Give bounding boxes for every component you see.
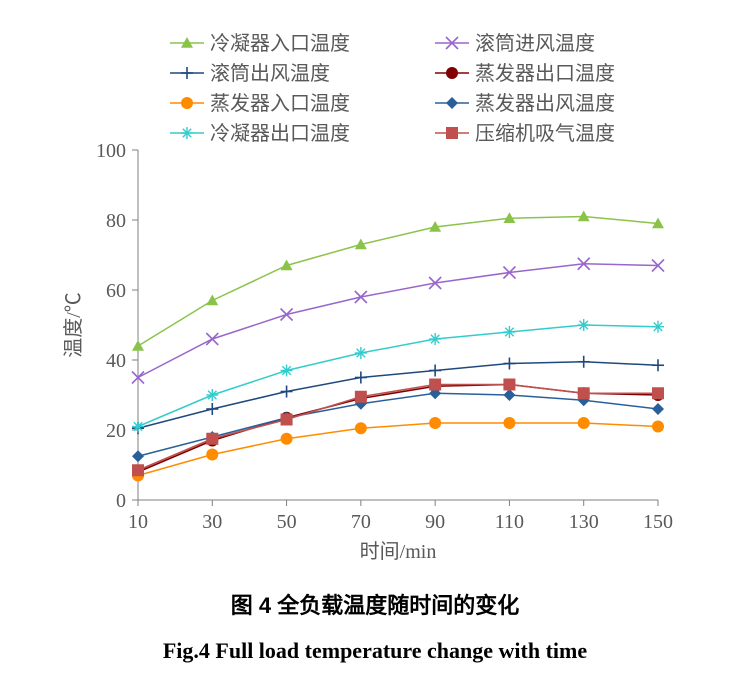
svg-text:40: 40 xyxy=(106,350,126,372)
svg-text:压缩机吸气温度: 压缩机吸气温度 xyxy=(475,122,615,145)
svg-text:80: 80 xyxy=(106,210,126,232)
svg-text:90: 90 xyxy=(425,511,445,533)
svg-text:150: 150 xyxy=(643,511,673,533)
svg-text:蒸发器出风温度: 蒸发器出风温度 xyxy=(475,92,615,115)
svg-text:130: 130 xyxy=(569,511,599,533)
svg-text:30: 30 xyxy=(202,511,222,533)
svg-text:20: 20 xyxy=(106,420,126,442)
svg-text:蒸发器出口温度: 蒸发器出口温度 xyxy=(475,62,615,85)
svg-text:蒸发器入口温度: 蒸发器入口温度 xyxy=(210,92,350,115)
svg-text:滚筒进风温度: 滚筒进风温度 xyxy=(475,32,595,55)
line-chart: 0 20 40 60 80 100 10 30 50 70 90 110 130 150 时间/min 温度/… xyxy=(20,20,730,560)
svg-text:冷凝器入口温度: 冷凝器入口温度 xyxy=(210,32,350,55)
svg-text:时间/min: 时间/min xyxy=(360,540,437,560)
svg-text:110: 110 xyxy=(495,511,524,533)
svg-text:60: 60 xyxy=(106,280,126,302)
svg-text:10: 10 xyxy=(128,511,148,533)
chart-container: 0 20 40 60 80 100 10 30 50 70 90 110 130 150 时间/min 温度/… xyxy=(20,20,730,664)
svg-text:0: 0 xyxy=(116,490,126,512)
svg-text:50: 50 xyxy=(277,511,297,533)
svg-text:滚筒出风温度: 滚筒出风温度 xyxy=(210,62,330,85)
caption-cn: 图 4 全负载温度随时间的变化 xyxy=(20,588,730,620)
svg-text:100: 100 xyxy=(96,140,126,162)
svg-text:温度/℃: 温度/℃ xyxy=(62,292,85,358)
svg-text:70: 70 xyxy=(351,511,371,533)
svg-text:冷凝器出口温度: 冷凝器出口温度 xyxy=(210,122,350,145)
caption-en: Fig.4 Full load temperature change with … xyxy=(20,638,730,664)
